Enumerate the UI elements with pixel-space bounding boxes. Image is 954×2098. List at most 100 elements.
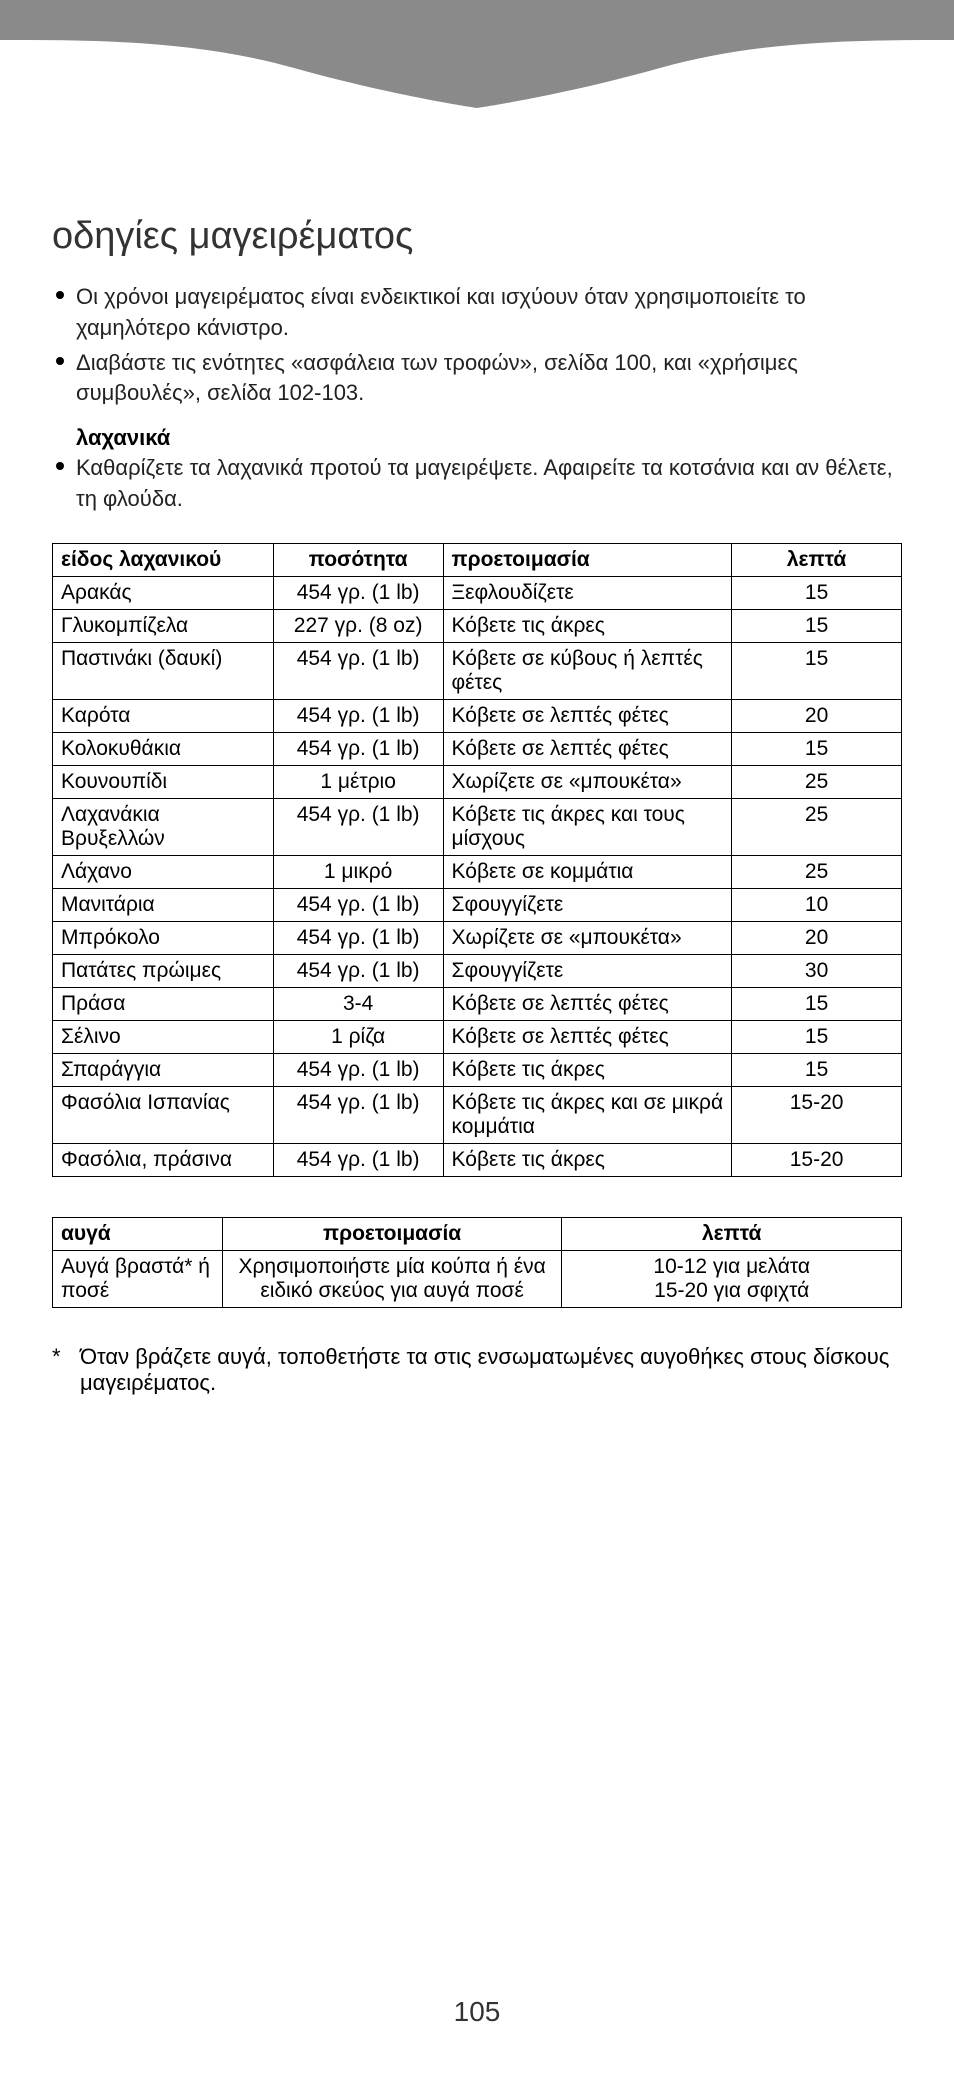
bullet-item: Οι χρόνοι μαγειρέματος είναι ενδεικτικοί… (52, 282, 902, 344)
cell-prep: Κόβετε σε λεπτές φέτες (443, 987, 732, 1020)
page-title: οδηγίες μαγειρέματος (52, 215, 902, 258)
col-vegetable: είδος λαχανικού (53, 543, 274, 576)
cell-minutes: 15-20 (732, 1086, 902, 1143)
eggs-table: αυγά προετοιμασία λεπτά Αυγά βραστά* ή π… (52, 1217, 902, 1308)
footnote-text: Όταν βράζετε αυγά, τοποθετήστε τα στις ε… (80, 1344, 902, 1396)
cell-vegetable: Λάχανο (53, 855, 274, 888)
cell-prep: Κόβετε τις άκρες (443, 1143, 732, 1176)
page-number: 105 (52, 1996, 902, 2058)
page-content: οδηγίες μαγειρέματος Οι χρόνοι μαγειρέμα… (0, 40, 954, 2098)
cell-minutes: 15 (732, 576, 902, 609)
cell-prep: Κόβετε τις άκρες (443, 1053, 732, 1086)
cell-prep: Κόβετε τις άκρες και σε μικρά κομμάτια (443, 1086, 732, 1143)
col-prep: προετοιμασία (222, 1217, 562, 1250)
col-quantity: ποσότητα (273, 543, 443, 576)
cell-vegetable: Μανιτάρια (53, 888, 274, 921)
table-row: Αυγά βραστά* ή ποσέΧρησιμοποιήστε μία κο… (53, 1250, 902, 1307)
cell-prep: Κόβετε σε λεπτές φέτες (443, 699, 732, 732)
decorative-wave (0, 0, 954, 110)
cell-prep: Σφουγγίζετε (443, 888, 732, 921)
table-row: Αρακάς454 γρ. (1 lb)Ξεφλουδίζετε15 (53, 576, 902, 609)
cell-minutes: 25 (732, 798, 902, 855)
cell-minutes: 25 (732, 765, 902, 798)
cell-vegetable: Κουνουπίδι (53, 765, 274, 798)
cell-vegetable: Σέλινο (53, 1020, 274, 1053)
cell-prep: Χρησιμοποιήστε μία κούπα ή ένα ειδικό σκ… (222, 1250, 562, 1307)
cell-prep: Κόβετε σε λεπτές φέτες (443, 732, 732, 765)
cell-quantity: 227 γρ. (8 oz) (273, 609, 443, 642)
cell-quantity: 454 γρ. (1 lb) (273, 576, 443, 609)
col-eggs: αυγά (53, 1217, 223, 1250)
cell-vegetable: Πράσα (53, 987, 274, 1020)
cell-quantity: 454 γρ. (1 lb) (273, 921, 443, 954)
cell-quantity: 454 γρ. (1 lb) (273, 699, 443, 732)
table-row: Κουνουπίδι1 μέτριοΧωρίζετε σε «μπουκέτα»… (53, 765, 902, 798)
cell-prep: Κόβετε τις άκρες και τους μίσχους (443, 798, 732, 855)
cell-quantity: 454 γρ. (1 lb) (273, 954, 443, 987)
cell-vegetable: Λαχανάκια Βρυξελλών (53, 798, 274, 855)
table-row: Πράσα3-4Κόβετε σε λεπτές φέτες15 (53, 987, 902, 1020)
cell-minutes: 20 (732, 699, 902, 732)
col-minutes: λεπτά (732, 543, 902, 576)
cell-minutes: 15 (732, 642, 902, 699)
cell-minutes: 15 (732, 1020, 902, 1053)
table-row: Λάχανο1 μικρόΚόβετε σε κομμάτια25 (53, 855, 902, 888)
cell-minutes: 25 (732, 855, 902, 888)
cell-vegetable: Φασόλια, πράσινα (53, 1143, 274, 1176)
cell-minutes: 10 (732, 888, 902, 921)
cell-minutes: 15 (732, 732, 902, 765)
table-row: Καρότα454 γρ. (1 lb)Κόβετε σε λεπτές φέτ… (53, 699, 902, 732)
vegetables-table: είδος λαχανικού ποσότητα προετοιμασία λε… (52, 543, 902, 1177)
table-row: Λαχανάκια Βρυξελλών454 γρ. (1 lb)Κόβετε … (53, 798, 902, 855)
cell-vegetable: Παστινάκι (δαυκί) (53, 642, 274, 699)
cell-eggs: Αυγά βραστά* ή ποσέ (53, 1250, 223, 1307)
cell-minutes: 15 (732, 609, 902, 642)
cell-prep: Κόβετε σε κομμάτια (443, 855, 732, 888)
cell-vegetable: Γλυκομπίζελα (53, 609, 274, 642)
cell-quantity: 454 γρ. (1 lb) (273, 642, 443, 699)
cell-quantity: 454 γρ. (1 lb) (273, 1053, 443, 1086)
cell-minutes: 15-20 (732, 1143, 902, 1176)
col-minutes: λεπτά (562, 1217, 902, 1250)
cell-quantity: 454 γρ. (1 lb) (273, 798, 443, 855)
bullet-icon (56, 291, 64, 299)
col-prep: προετοιμασία (443, 543, 732, 576)
cell-prep: Σφουγγίζετε (443, 954, 732, 987)
cell-quantity: 3-4 (273, 987, 443, 1020)
table-row: Κολοκυθάκια454 γρ. (1 lb)Κόβετε σε λεπτέ… (53, 732, 902, 765)
bullet-text: Οι χρόνοι μαγειρέματος είναι ενδεικτικοί… (76, 282, 902, 344)
cell-prep: Χωρίζετε σε «μπουκέτα» (443, 921, 732, 954)
cell-quantity: 454 γρ. (1 lb) (273, 1143, 443, 1176)
cell-quantity: 454 γρ. (1 lb) (273, 1086, 443, 1143)
cell-prep: Κόβετε σε λεπτές φέτες (443, 1020, 732, 1053)
cell-minutes: 15 (732, 987, 902, 1020)
cell-minutes: 15 (732, 1053, 902, 1086)
cell-prep: Κόβετε τις άκρες (443, 609, 732, 642)
cell-vegetable: Αρακάς (53, 576, 274, 609)
cell-vegetable: Καρότα (53, 699, 274, 732)
cell-vegetable: Μπρόκολο (53, 921, 274, 954)
bullet-icon (56, 357, 64, 365)
table-header-row: είδος λαχανικού ποσότητα προετοιμασία λε… (53, 543, 902, 576)
bullet-icon (56, 462, 64, 470)
table-row: Παστινάκι (δαυκί)454 γρ. (1 lb)Κόβετε σε… (53, 642, 902, 699)
cell-vegetable: Φασόλια Ισπανίας (53, 1086, 274, 1143)
footnote-star: * (52, 1344, 80, 1396)
intro-bullets: Οι χρόνοι μαγειρέματος είναι ενδεικτικοί… (52, 282, 902, 409)
table-row: Πατάτες πρώιμες454 γρ. (1 lb)Σφουγγίζετε… (53, 954, 902, 987)
bullet-text: Διαβάστε τις ενότητες «ασφάλεια των τροφ… (76, 348, 902, 410)
table-row: Σέλινο1 ρίζαΚόβετε σε λεπτές φέτες15 (53, 1020, 902, 1053)
cell-quantity: 454 γρ. (1 lb) (273, 732, 443, 765)
cell-vegetable: Σπαράγγια (53, 1053, 274, 1086)
cell-prep: Χωρίζετε σε «μπουκέτα» (443, 765, 732, 798)
table-row: Φασόλια, πράσινα454 γρ. (1 lb)Κόβετε τις… (53, 1143, 902, 1176)
table-row: Σπαράγγια454 γρ. (1 lb)Κόβετε τις άκρες1… (53, 1053, 902, 1086)
table-row: Γλυκομπίζελα227 γρ. (8 oz)Κόβετε τις άκρ… (53, 609, 902, 642)
footnote: * Όταν βράζετε αυγά, τοποθετήστε τα στις… (52, 1344, 902, 1396)
vegetables-label: λαχανικά (52, 425, 902, 451)
cell-quantity: 454 γρ. (1 lb) (273, 888, 443, 921)
cell-vegetable: Πατάτες πρώιμες (53, 954, 274, 987)
cell-minutes: 30 (732, 954, 902, 987)
cell-prep: Κόβετε σε κύβους ή λεπτές φέτες (443, 642, 732, 699)
bullet-text: Καθαρίζετε τα λαχανικά προτού τα μαγειρέ… (76, 453, 902, 515)
